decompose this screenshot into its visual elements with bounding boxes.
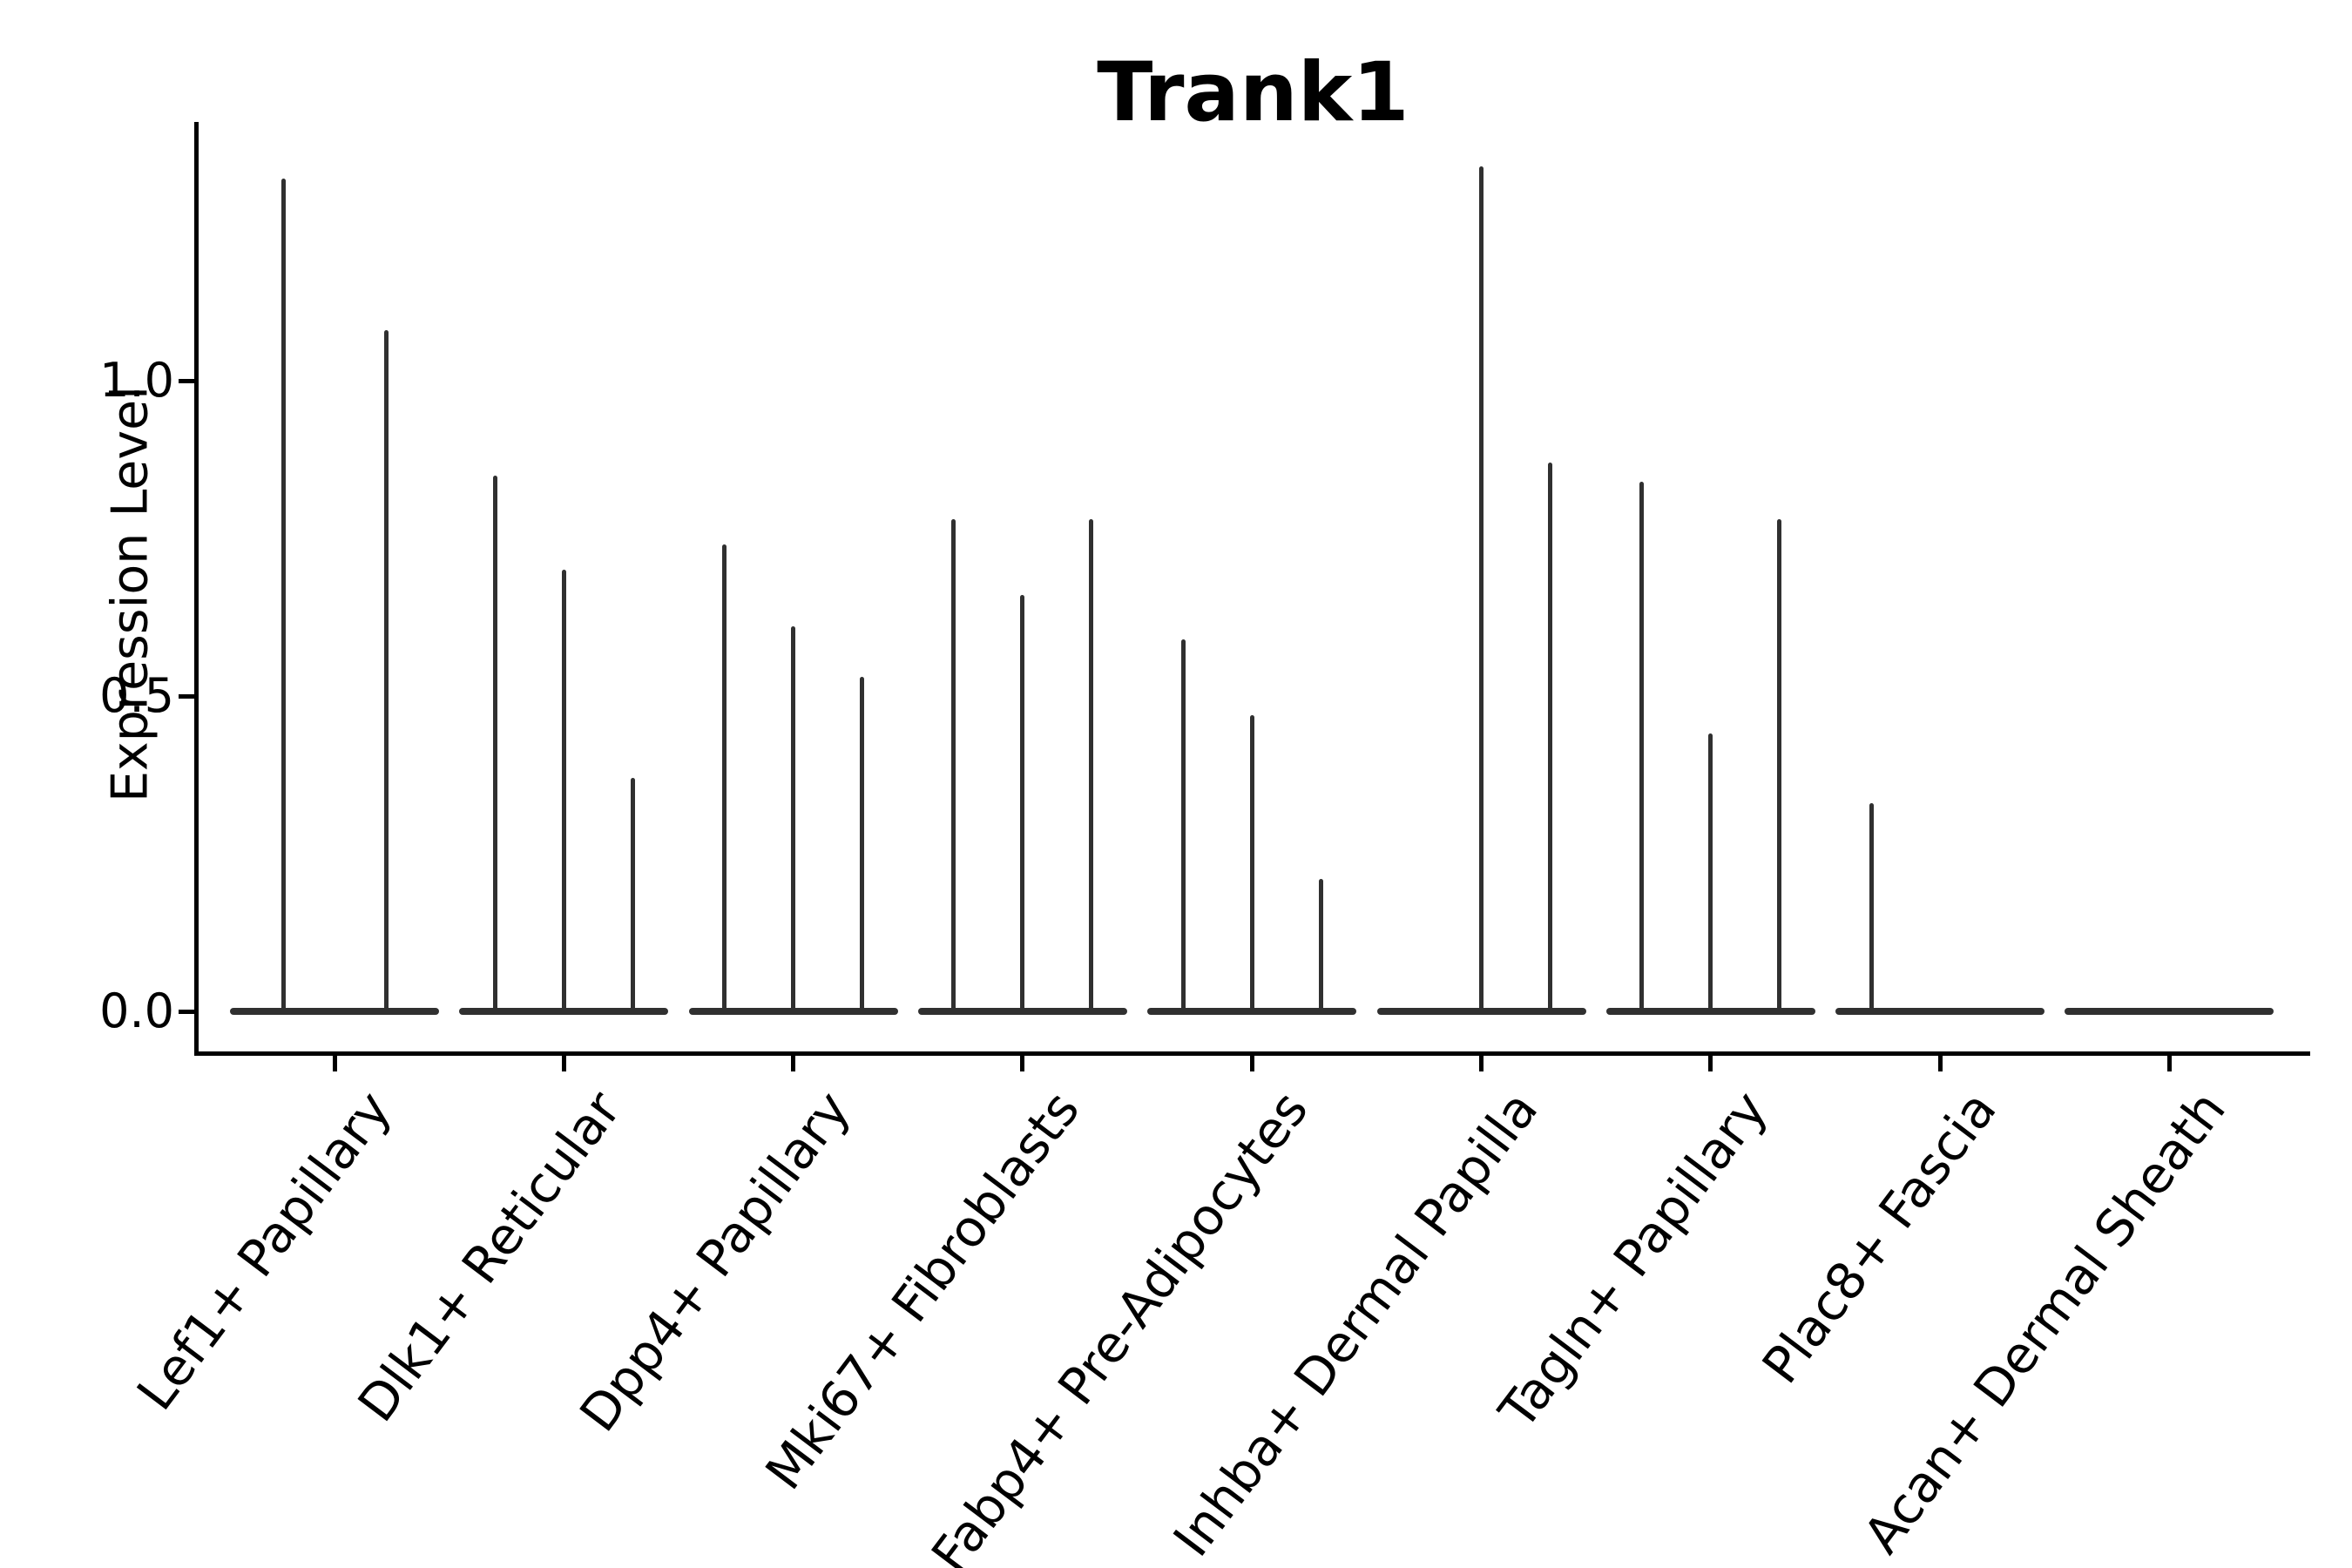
violin-needle — [722, 544, 727, 1013]
y-axis-label: Expression Level — [101, 386, 159, 802]
x-tick — [1020, 1056, 1025, 1071]
x-tick — [791, 1056, 796, 1071]
y-tick-label: 0.0 — [99, 983, 174, 1038]
violin-needle — [1249, 714, 1254, 1013]
violin-needle — [860, 677, 865, 1013]
violin-needle — [1777, 519, 1782, 1013]
violin-base — [2065, 1008, 2274, 1015]
x-tick — [1479, 1056, 1484, 1071]
x-tick — [1708, 1056, 1713, 1071]
violin-needle — [1548, 463, 1552, 1013]
violin-needle — [561, 570, 566, 1013]
violin-needle — [791, 626, 796, 1013]
violin-needle — [1479, 166, 1484, 1013]
chart-title: Trank1 — [1097, 45, 1409, 140]
violin-needle — [492, 475, 497, 1013]
x-axis-line — [194, 1051, 2310, 1056]
y-axis-line — [194, 122, 199, 1056]
violin-base — [230, 1008, 439, 1015]
x-tick — [2166, 1056, 2172, 1071]
y-tick — [179, 1009, 194, 1014]
y-tick — [179, 378, 194, 383]
violin-needle — [630, 778, 635, 1013]
x-tick — [1249, 1056, 1254, 1071]
violin-needle — [1708, 733, 1713, 1013]
y-tick — [179, 693, 194, 699]
x-tick-label: Plac8+ Fascia — [1751, 1080, 2009, 1395]
x-tick — [1937, 1056, 1943, 1071]
violin-needle — [1869, 803, 1874, 1013]
y-tick-label: 0.5 — [99, 668, 174, 723]
x-tick — [332, 1056, 337, 1071]
violin-needle — [1639, 481, 1645, 1013]
violin-needle — [1318, 878, 1323, 1013]
violin-needle — [951, 519, 956, 1013]
y-tick-label: 1.0 — [99, 353, 174, 408]
violin-needle — [280, 179, 286, 1013]
violin-needle — [1020, 595, 1025, 1013]
violin-needle — [1180, 639, 1186, 1013]
violin-needle — [383, 330, 389, 1013]
violin-needle — [1089, 519, 1094, 1013]
x-tick — [561, 1056, 566, 1071]
violin-base — [1835, 1008, 2045, 1015]
x-tick-label: Lef1+ Papillary — [125, 1080, 402, 1422]
